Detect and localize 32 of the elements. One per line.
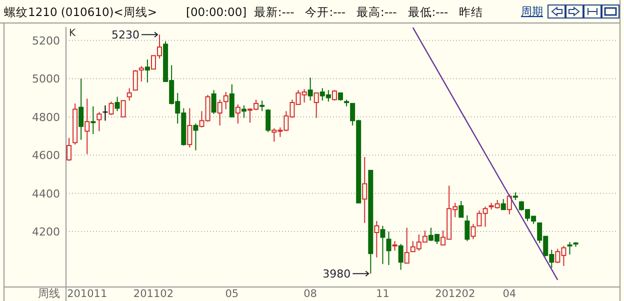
x-tick-label: 11 <box>376 288 390 300</box>
x-tick-label: 201202 <box>435 288 476 300</box>
x-tick-label: 04 <box>502 288 516 300</box>
candlestick <box>84 98 90 155</box>
annotation: K <box>69 28 76 39</box>
y-tick-label: 4400 <box>32 187 60 200</box>
candlestick <box>362 156 368 224</box>
y-tick-label: 4600 <box>32 149 60 162</box>
x-tick-label: 05 <box>225 288 239 300</box>
candlestick <box>235 104 240 124</box>
candlestick <box>187 108 192 148</box>
x-tick-label: 201102 <box>133 288 174 300</box>
chart-title: 螺纹1210 (010610)<周线> <box>4 5 158 19</box>
y-tick-label: 4200 <box>32 226 60 239</box>
annotation: 3980 <box>322 268 351 281</box>
text: 周期 <box>521 5 543 18</box>
candlestick <box>78 78 84 140</box>
candlestick <box>567 242 572 255</box>
candlestick <box>386 231 392 266</box>
x-axis-title: 周线 <box>38 287 60 300</box>
candlestick <box>90 106 96 135</box>
candlestick <box>374 220 380 258</box>
x-tick-label: 08 <box>304 288 318 300</box>
candlestick <box>217 99 222 126</box>
y-tick-label: 5000 <box>32 72 60 86</box>
x-tick-label: 201011 <box>67 288 108 300</box>
annotation: 5230 <box>112 28 140 42</box>
candlestick <box>144 59 150 83</box>
chart-subtitle: [00:00:00] 最新:--- 今开:--- 最高:--- 最低:--- 昨结 <box>186 5 484 19</box>
y-tick-label: 4800 <box>32 110 60 124</box>
y-tick-label: 5200 <box>32 34 60 48</box>
candlestick <box>223 92 228 110</box>
